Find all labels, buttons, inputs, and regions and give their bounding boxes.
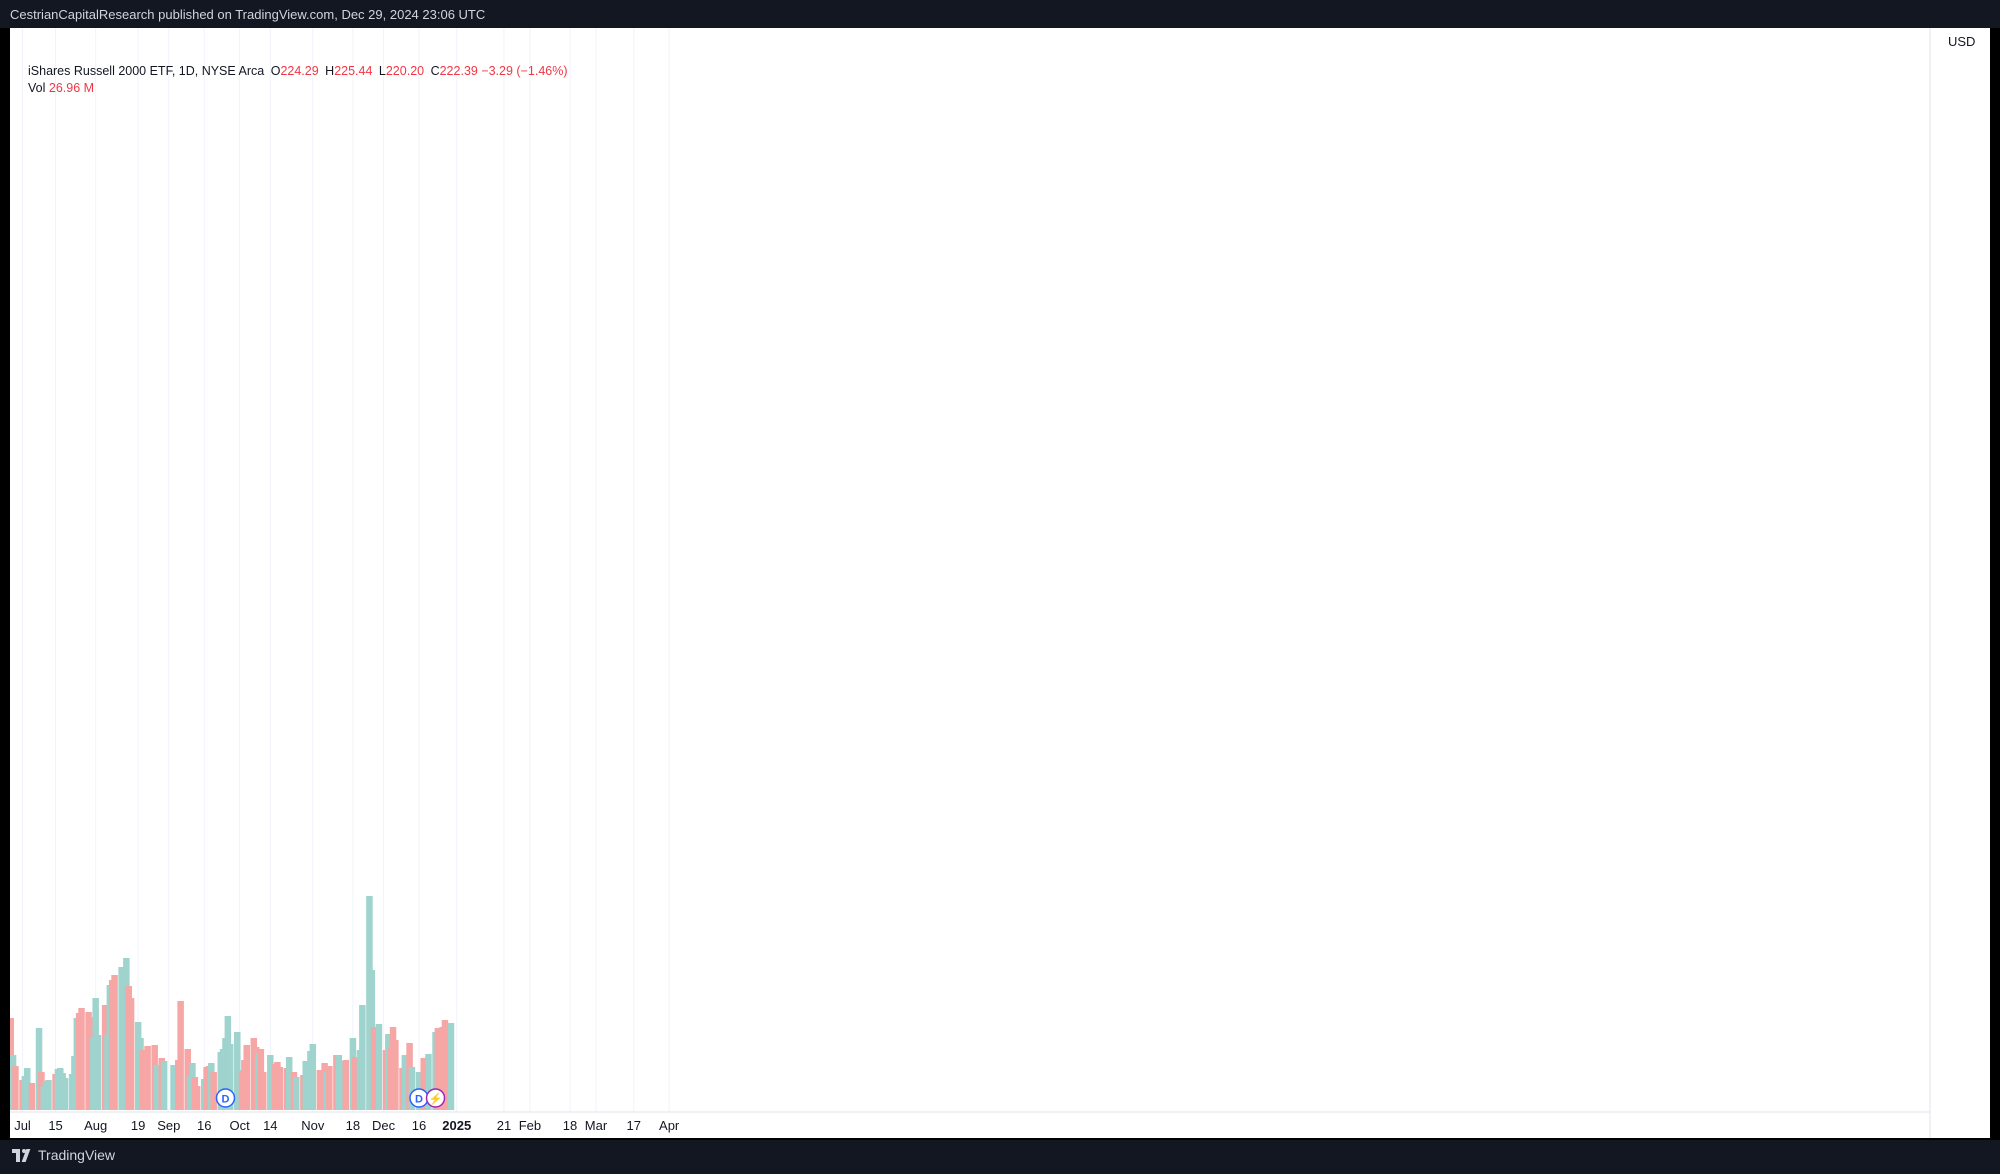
- chart-legend: iShares Russell 2000 ETF, 1D, NYSE Arca …: [28, 63, 568, 97]
- close-label: C: [430, 64, 440, 78]
- publisher-line: CestrianCapitalResearch published on Tra…: [10, 7, 486, 22]
- volume-bar: [226, 1044, 234, 1110]
- volume-bar: [23, 1068, 31, 1110]
- time-tick-label: 2025: [442, 1118, 471, 1133]
- footer-bar: TradingView: [0, 1140, 2000, 1174]
- volume-bar: [392, 1040, 399, 1110]
- volume-bar: [335, 1055, 343, 1110]
- time-tick-label: 17: [627, 1118, 641, 1133]
- event-marker-glyph: D: [222, 1094, 230, 1106]
- event-marker-icon: [215, 1088, 236, 1108]
- volume-bar: [210, 1072, 217, 1110]
- low-value: 220.20: [385, 64, 425, 78]
- volume-bar: [326, 1066, 333, 1110]
- time-tick-label: Aug: [84, 1118, 107, 1133]
- volume-bar: [78, 1008, 85, 1110]
- open-label: O: [270, 64, 281, 78]
- change-value: −3.29 (−1.46%): [481, 64, 568, 78]
- volume-bar: [28, 1083, 36, 1110]
- event-marker-icon: [425, 1088, 446, 1108]
- time-tick-label: Sep: [157, 1118, 180, 1133]
- volume-label: Vol: [28, 81, 46, 95]
- volume-bar: [160, 1061, 168, 1110]
- tradingview-logo-icon: [12, 1148, 32, 1162]
- volume-bar: [441, 1020, 449, 1110]
- volume-bar: [447, 1023, 455, 1110]
- volume-bar: [127, 998, 135, 1110]
- volume-bar: [12, 1066, 19, 1110]
- open-value: 224.29: [280, 64, 319, 78]
- volume-bar: [35, 1028, 43, 1110]
- time-tick-label: 18: [563, 1118, 577, 1133]
- time-tick-label: 15: [48, 1118, 62, 1133]
- time-tick-label: Oct: [230, 1118, 251, 1133]
- volume-bar: [45, 1080, 52, 1110]
- low-label: L: [378, 64, 386, 78]
- volume-bar: [408, 1067, 416, 1110]
- volume-bar: [370, 1027, 378, 1110]
- event-marker-glyph: D: [415, 1094, 423, 1106]
- volume-value: 26.96 M: [48, 81, 95, 95]
- time-tick-label: 18: [346, 1118, 360, 1133]
- time-tick-label: 16: [412, 1118, 426, 1133]
- volume-bar: [375, 1024, 383, 1110]
- time-tick-label: Mar: [585, 1118, 608, 1133]
- currency-label: USD: [1948, 34, 1975, 49]
- volume-bar: [342, 1060, 350, 1110]
- high-label: H: [325, 64, 335, 78]
- volume-bar: [144, 1046, 151, 1110]
- tradingview-logo[interactable]: TradingView: [12, 1147, 115, 1163]
- volume-bar: [359, 1005, 366, 1110]
- volume-bar: [259, 1072, 267, 1110]
- tradingview-wordmark: TradingView: [38, 1147, 116, 1163]
- time-tick-label: 19: [131, 1118, 145, 1133]
- time-tick-label: Dec: [372, 1118, 396, 1133]
- time-tick-label: Jul: [14, 1118, 31, 1133]
- volume-bar: [425, 1054, 432, 1110]
- volume-bar: [309, 1044, 317, 1110]
- time-tick-label: Apr: [659, 1118, 680, 1133]
- chart-frame: 0.786 (261.58)0.618 (253.93)0.5 (248.55)…: [5, 28, 1990, 1138]
- volume-bar: [293, 1077, 300, 1110]
- price-chart[interactable]: 0.786 (261.58)0.618 (253.93)0.5 (248.55)…: [5, 28, 1990, 1138]
- time-tick-label: 16: [197, 1118, 211, 1133]
- time-tick-label: Feb: [519, 1118, 541, 1133]
- volume-bar: [193, 1086, 201, 1110]
- volume-bar: [243, 1045, 250, 1110]
- volume-bar: [434, 1028, 442, 1110]
- volume-bar: [61, 1078, 69, 1110]
- publisher-bar: CestrianCapitalResearch published on Tra…: [0, 0, 2000, 28]
- time-tick-label: 14: [263, 1118, 277, 1133]
- close-value: 222.39: [439, 64, 478, 78]
- volume-bar: [276, 1067, 284, 1110]
- high-value: 225.44: [334, 64, 373, 78]
- volume-bar: [177, 1001, 184, 1110]
- symbol-name[interactable]: iShares Russell 2000 ETF, 1D, NYSE Arca: [28, 64, 265, 78]
- time-tick-label: 21: [497, 1118, 511, 1133]
- volume-bar: [94, 1035, 102, 1110]
- volume-bar: [111, 975, 118, 1110]
- time-tick-label: Nov: [301, 1118, 325, 1133]
- event-marker-glyph: ⚡: [429, 1093, 443, 1106]
